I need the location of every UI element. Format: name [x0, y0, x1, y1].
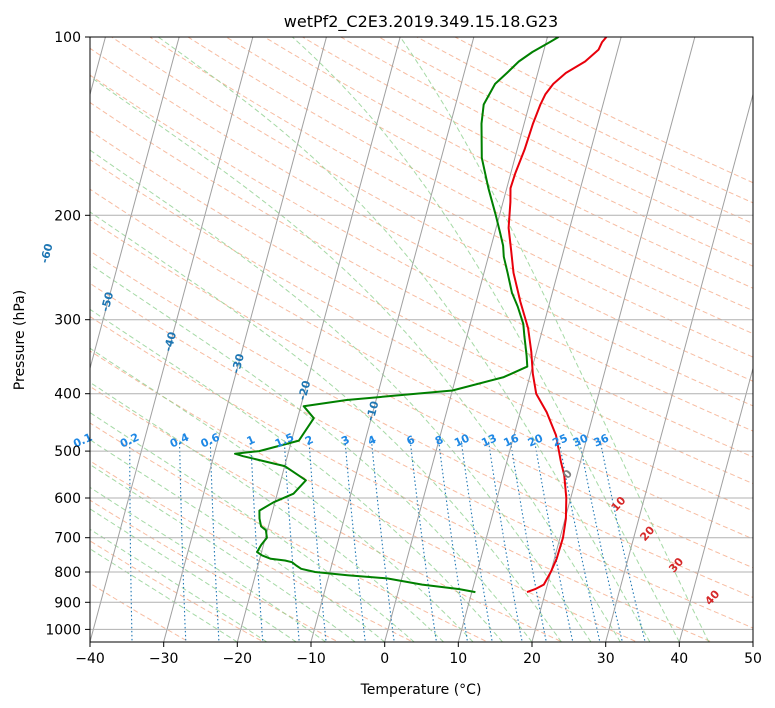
skewed-isotherm: [531, 37, 696, 642]
mixing-ratio-label: 36: [592, 431, 612, 449]
y-tick-label: 300: [54, 313, 81, 329]
x-tick-label: −40: [75, 651, 105, 667]
dry-adiabat: [110, 37, 753, 382]
mixing-ratio-line: [209, 440, 220, 642]
dry-adiabat: [90, 350, 639, 642]
moist-adiabat: [90, 347, 474, 642]
mixing-ratio-line: [344, 440, 366, 642]
moist-adiabat: [90, 508, 297, 642]
skewed-isotherm: [310, 37, 475, 642]
isotherm-label: -50: [99, 290, 117, 313]
y-tick-label: 500: [54, 444, 81, 460]
x-tick-label: −20: [223, 651, 253, 667]
x-tick-label: 50: [744, 651, 762, 667]
mixing-ratio-line: [370, 440, 395, 642]
dry-adiabat: [187, 37, 753, 335]
y-tick-label: 900: [54, 595, 81, 611]
mixing-ratio-label: 10: [452, 431, 472, 449]
skewed-isotherm: [384, 37, 548, 642]
y-tick-label: 800: [54, 565, 81, 581]
isotherm-label: -30: [229, 352, 247, 375]
axes: −40 −30 −20 −10 0 10 20 30 40 50 100 200 300 400 500 60…: [45, 30, 762, 667]
moist-adiabat: [90, 75, 621, 642]
mixing-ratio-line: [487, 440, 523, 642]
dry-adiabat: [90, 158, 753, 512]
mixing-ratio-line: [178, 440, 187, 642]
x-tick-label: −30: [149, 651, 179, 667]
dry-adiabat: [148, 37, 753, 358]
x-tick-label: 40: [670, 651, 688, 667]
y-tick-label: 200: [54, 208, 81, 224]
mixing-ratio-label: 20: [526, 431, 546, 449]
isotherm-label: -40: [161, 330, 179, 353]
y-tick-label: 100: [54, 30, 81, 46]
mixing-ratio-line: [599, 440, 646, 642]
mixing-ratio-line: [308, 440, 327, 642]
mixing-ratio-label: 30: [571, 431, 591, 449]
mixing-ratio-line: [578, 440, 623, 642]
background-grid: [82, 37, 753, 645]
x-tick-label: 10: [449, 651, 467, 667]
mixing-ratio-line: [250, 440, 264, 642]
skewed-isotherm: [163, 37, 327, 642]
chart-title: wetPf2_C2E3.2019.349.15.18.G23: [284, 12, 558, 32]
y-axis-label: Pressure (hPa): [12, 290, 28, 390]
isotherm-label: -10: [364, 399, 382, 422]
moist-adiabat: [90, 439, 386, 642]
skewed-isotherm: [678, 366, 753, 642]
mixing-ratio-line: [460, 440, 493, 642]
x-tick-label: 20: [523, 651, 541, 667]
dry-adiabat: [90, 188, 753, 540]
mixing-ratio-line: [509, 440, 547, 642]
dry-adiabat: [263, 37, 753, 289]
moist-adiabat: [399, 37, 710, 642]
isotherm-label: -20: [296, 379, 314, 402]
dry-adiabat: [225, 37, 753, 312]
mixing-ratio-line: [129, 440, 133, 642]
mixing-ratio-line: [558, 440, 601, 642]
moist-adiabat: [291, 37, 680, 642]
moist-adiabat: [90, 308, 503, 642]
skewed-isotherm: [605, 92, 753, 642]
mixing-ratio-label: 16: [502, 431, 522, 449]
plot-background: [90, 37, 753, 642]
temperature-profile-line: [507, 37, 608, 594]
mixing-ratio-label: 13: [479, 431, 498, 449]
isotherm-label: -60: [38, 242, 56, 265]
plot-frame: [89, 36, 754, 643]
moist-adiabat: [90, 381, 444, 642]
moist-adiabat: [157, 37, 651, 642]
y-tick-label: 1000: [45, 622, 81, 638]
mixing-ratio-line: [82, 441, 83, 645]
mixing-ratio-line: [283, 440, 300, 642]
moist-adiabat: [90, 149, 592, 642]
x-tick-label: −10: [296, 651, 326, 667]
y-tick-label: 400: [54, 387, 81, 403]
skewed-isotherm: [752, 639, 753, 642]
skewed-isotherm: [90, 37, 180, 371]
x-axis-label: Temperature (°C): [360, 682, 482, 698]
y-tick-label: 600: [54, 491, 81, 507]
x-tick-label: 30: [597, 651, 615, 667]
skewed-isotherm: [457, 37, 622, 642]
skewed-isotherm: [90, 37, 254, 642]
mixing-ratio-label: 25: [550, 431, 569, 449]
data-lines: [234, 37, 608, 594]
moist-adiabat: [90, 486, 326, 642]
mixing-ratio-line: [533, 440, 574, 642]
dry-adiabat: [90, 250, 753, 599]
dry-adiabat: [90, 219, 753, 569]
dry-adiabat: [90, 130, 753, 485]
moist-adiabat: [90, 412, 415, 642]
x-tick-label: 0: [380, 651, 389, 667]
dewpoint-profile-line: [234, 37, 560, 594]
moist-adiabat: [90, 211, 562, 642]
mixing-ratio-line: [409, 440, 437, 642]
y-tick-label: 700: [54, 531, 81, 547]
